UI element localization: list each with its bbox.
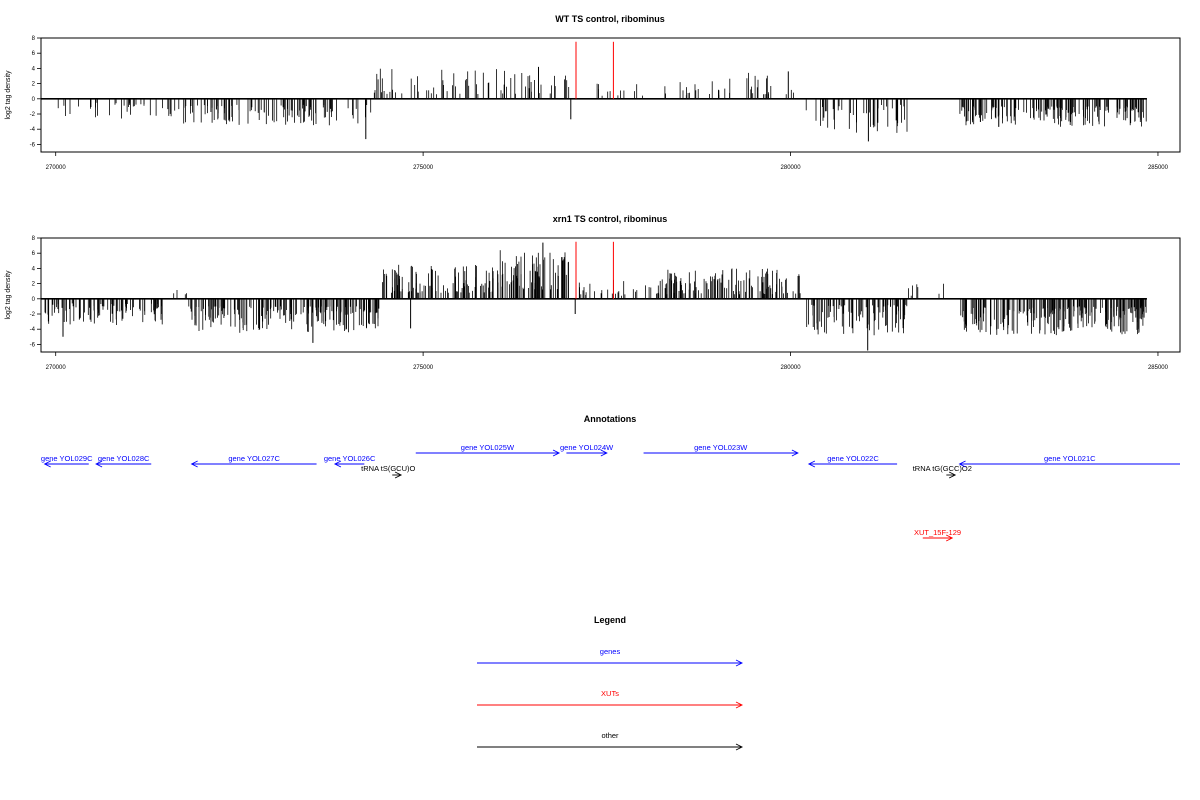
annotation-feature: gene YOL022C bbox=[807, 454, 898, 468]
legend-label: genes bbox=[600, 647, 621, 656]
y-tick-label: -2 bbox=[30, 112, 36, 118]
arrowhead-icon bbox=[600, 449, 608, 457]
annotation-feature: gene YOL029C bbox=[41, 454, 93, 468]
feature-label: gene YOL026C bbox=[324, 454, 376, 463]
arrowhead-icon bbox=[552, 449, 561, 457]
xrn1-plot-frame bbox=[40, 237, 1181, 353]
arrowhead-icon bbox=[95, 460, 103, 468]
y-tick-label: 4 bbox=[32, 66, 36, 72]
annotation-feature: gene YOL025W bbox=[415, 443, 561, 457]
xrn1-data-bars bbox=[41, 241, 1147, 351]
y-tick-label: -2 bbox=[30, 312, 36, 318]
feature-label: gene YOL025W bbox=[461, 443, 515, 452]
feature-label: tRNA tG(GCC)O2 bbox=[913, 464, 972, 473]
arrowhead-icon bbox=[394, 471, 403, 479]
annotation-feature: tRNA tG(GCC)O2 bbox=[913, 464, 972, 479]
arrowhead-icon bbox=[43, 460, 51, 468]
arrowhead-icon bbox=[333, 460, 342, 468]
arrowhead-icon bbox=[958, 460, 966, 468]
feature-label: XUT_15F-129 bbox=[914, 528, 961, 537]
wt-data-bars bbox=[41, 41, 1147, 142]
y-tick-label: -6 bbox=[30, 342, 36, 348]
arrowhead-icon bbox=[735, 701, 744, 709]
x-tick-label: 275000 bbox=[413, 165, 434, 171]
feature-label: gene YOL028C bbox=[98, 454, 150, 463]
x-tick-label: 275000 bbox=[413, 365, 434, 371]
annotations-title: Annotations bbox=[584, 414, 637, 424]
y-tick-label: 8 bbox=[32, 36, 36, 42]
y-tick-label: 0 bbox=[32, 97, 36, 103]
y-tick-label: 0 bbox=[32, 297, 36, 303]
y-tick-label: 8 bbox=[32, 236, 36, 242]
xrn1-y-axis-label: log2 tag density bbox=[5, 270, 12, 320]
x-tick-label: 280000 bbox=[781, 365, 802, 371]
arrowhead-icon bbox=[735, 659, 744, 667]
y-tick-label: -4 bbox=[30, 127, 36, 133]
legend: Legend genes XUTs other bbox=[477, 615, 744, 751]
legend-title: Legend bbox=[594, 615, 626, 625]
feature-label: gene YOL022C bbox=[827, 454, 879, 463]
x-tick-label: 270000 bbox=[46, 365, 67, 371]
feature-label: gene YOL024W bbox=[560, 443, 614, 452]
annotation-feature: gene YOL026C bbox=[324, 454, 376, 468]
annotation-feature: gene YOL024W bbox=[560, 443, 614, 457]
xrn1-track-title: xrn1 TS control, ribominus bbox=[553, 214, 668, 224]
wt-track-panel: WT TS control, ribominus log2 tag densit… bbox=[5, 14, 1181, 171]
y-tick-label: 6 bbox=[32, 251, 36, 257]
xrn1-axes: 8 6 4 2 0 -2 -4 -6 270000 275000 280000 285000 bbox=[30, 236, 1169, 371]
x-tick-label: 285000 bbox=[1148, 365, 1169, 371]
x-tick-label: 285000 bbox=[1148, 165, 1169, 171]
legend-item: other bbox=[477, 731, 744, 751]
annotation-features: gene YOL029C gene YOL028C gene YOL027C gene… bbox=[41, 443, 1180, 542]
legend-item: XUTs bbox=[477, 689, 744, 709]
y-tick-label: 6 bbox=[32, 51, 36, 57]
arrowhead-icon bbox=[807, 460, 816, 468]
legend-label: other bbox=[601, 731, 619, 740]
y-tick-label: -6 bbox=[30, 142, 36, 148]
arrowhead-icon bbox=[948, 471, 957, 479]
annotation-feature: gene YOL027C bbox=[190, 454, 317, 468]
arrowhead-icon bbox=[791, 449, 799, 457]
annotation-feature: gene YOL028C bbox=[95, 454, 152, 468]
y-tick-label: -4 bbox=[30, 327, 36, 333]
legend-label: XUTs bbox=[601, 689, 619, 698]
annotation-feature: gene YOL021C bbox=[958, 454, 1180, 468]
feature-label: gene YOL027C bbox=[228, 454, 280, 463]
annotation-feature: gene YOL023W bbox=[643, 443, 799, 457]
feature-label: tRNA tS(GCU)O bbox=[361, 464, 415, 473]
wt-plot-frame bbox=[40, 37, 1181, 153]
annotation-feature: tRNA tS(GCU)O bbox=[361, 464, 416, 479]
arrowhead-icon bbox=[190, 460, 198, 468]
y-tick-label: 2 bbox=[32, 282, 36, 288]
feature-label: gene YOL023W bbox=[694, 443, 748, 452]
arrowhead-icon bbox=[945, 534, 954, 542]
x-tick-label: 280000 bbox=[781, 165, 802, 171]
y-tick-label: 4 bbox=[32, 266, 36, 272]
xrn1-track-panel: xrn1 TS control, ribominus log2 tag dens… bbox=[5, 214, 1181, 371]
legend-item: genes bbox=[477, 647, 744, 667]
wt-axes: 8 6 4 2 0 -2 -4 -6 270000 275000 280000 285000 bbox=[30, 36, 1169, 171]
wt-track-title: WT TS control, ribominus bbox=[555, 14, 665, 24]
annotations-track: Annotations gene YOL029C gene YOL028C gene… bbox=[41, 414, 1180, 542]
arrowhead-icon bbox=[735, 743, 744, 751]
annotation-feature: XUT_15F-129 bbox=[914, 528, 961, 542]
y-tick-label: 2 bbox=[32, 82, 36, 88]
feature-label: gene YOL021C bbox=[1044, 454, 1096, 463]
feature-label: gene YOL029C bbox=[41, 454, 93, 463]
wt-y-axis-label: log2 tag density bbox=[5, 70, 12, 120]
x-tick-label: 270000 bbox=[46, 165, 67, 171]
legend-items: genes XUTs other bbox=[477, 647, 744, 751]
